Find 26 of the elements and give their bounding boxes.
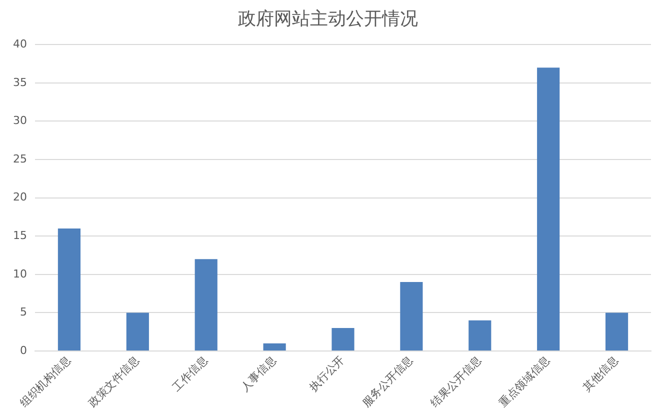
x-tick-label: 服务公开信息 [360, 354, 416, 410]
bar [400, 282, 423, 350]
y-tick-label: 35 [12, 76, 27, 89]
x-tick-label: 人事信息 [238, 354, 279, 394]
x-tick-label: 结果公开信息 [428, 354, 484, 410]
bar [126, 312, 149, 350]
y-tick-label: 5 [20, 306, 27, 319]
y-tick-label: 30 [12, 114, 27, 128]
bar [194, 259, 218, 350]
x-tick-label: 执行公开 [306, 354, 348, 394]
x-tick-label: 政策文件信息 [86, 354, 142, 410]
y-tick-label: 25 [12, 152, 27, 166]
bar [468, 320, 492, 350]
bar [605, 312, 628, 350]
y-tick-label: 20 [12, 190, 27, 204]
bar [263, 343, 286, 350]
chart-title: 政府网站主动公开情况 [238, 8, 418, 30]
bar [537, 68, 560, 350]
bar [332, 328, 354, 350]
y-tick-label: 40 [12, 37, 27, 50]
y-tick-label: 15 [12, 228, 27, 242]
x-tick-label: 工作信息 [170, 354, 210, 394]
x-tick-label: 其他信息 [580, 354, 621, 394]
y-tick-label: 10 [12, 267, 27, 280]
bar [58, 228, 81, 350]
x-tick-label: 重点领域信息 [496, 354, 552, 410]
